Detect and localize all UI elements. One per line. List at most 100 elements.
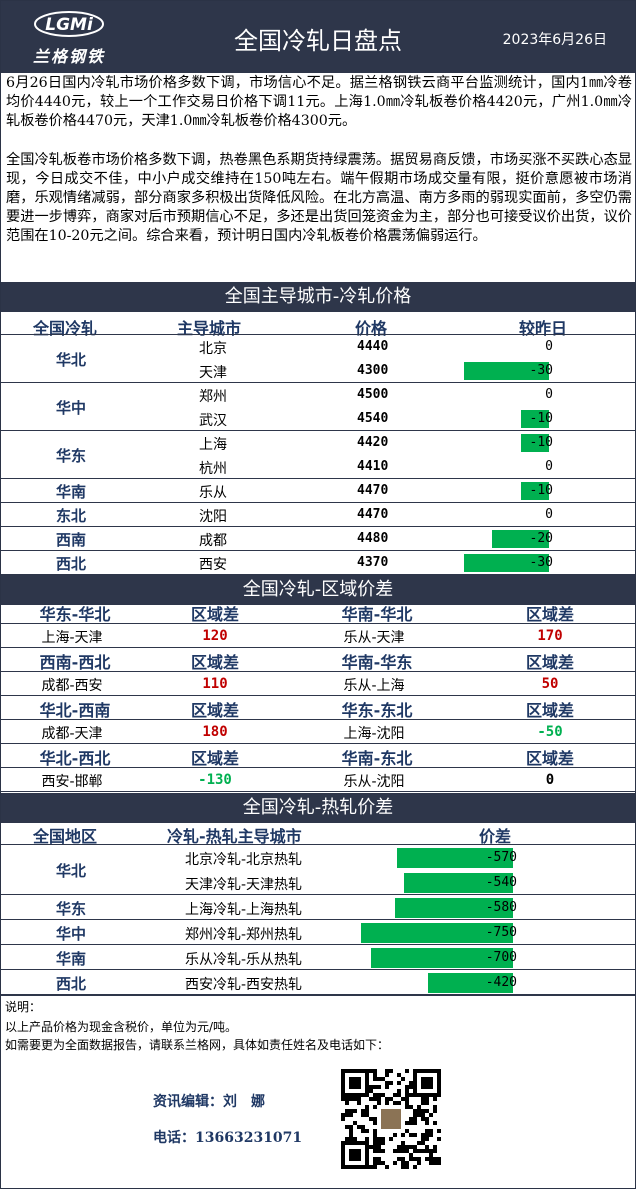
diff-value: -540 xyxy=(485,875,517,890)
divider xyxy=(1,502,635,503)
city-name: 天津 xyxy=(199,365,227,381)
diff-head-right: 华东-东北 xyxy=(341,701,413,720)
diff-value-right: -50 xyxy=(537,724,563,740)
diff-head-left: 华北-西南 xyxy=(39,701,111,720)
diff-pair-right: 乐从-上海 xyxy=(343,678,405,694)
divider xyxy=(1,969,635,970)
change-bar xyxy=(464,554,549,572)
change-value: 0 xyxy=(545,387,553,402)
price-value: 4440 xyxy=(357,339,389,354)
region-label: 华东 xyxy=(55,447,86,465)
change-bar xyxy=(520,434,549,452)
diff-bar xyxy=(371,948,513,968)
price-value: 4500 xyxy=(357,387,389,402)
region-label: 东北 xyxy=(55,507,86,525)
diff-head-left: 华东-华北 xyxy=(39,605,111,624)
diff-label-right: 区域差 xyxy=(525,701,574,720)
diff-value-left: -130 xyxy=(198,772,232,788)
divider xyxy=(1,334,635,335)
divider xyxy=(1,647,635,648)
pair-name: 北京冷轧-北京热轧 xyxy=(185,852,303,868)
diff-label-left: 区域差 xyxy=(190,701,239,720)
notes-label: 说明： xyxy=(5,1000,42,1014)
region-label: 华中 xyxy=(55,924,86,943)
hc-head-diff: 价差 xyxy=(479,827,512,846)
diff-head-right: 华南-东北 xyxy=(341,749,413,768)
logo-text: 兰格钢铁 xyxy=(33,47,106,66)
logo-mark-icon: LGMi xyxy=(34,11,104,37)
col-head-region: 全国冷轧 xyxy=(33,319,98,338)
divider xyxy=(1,550,635,551)
region-label: 华中 xyxy=(55,399,86,417)
region-label: 华东 xyxy=(55,899,86,918)
city-name: 郑州 xyxy=(199,389,227,405)
diff-bar xyxy=(403,873,513,893)
hc-head-pair: 冷轧-热轧主导城市 xyxy=(167,827,302,846)
hot-cold-title: 全国冷轧-热轧价差 xyxy=(1,793,635,823)
price-value: 4420 xyxy=(357,435,389,450)
region-label: 西北 xyxy=(55,974,86,993)
diff-head-right: 华南-华东 xyxy=(341,653,413,672)
change-value: -20 xyxy=(529,531,553,546)
change-bar xyxy=(492,530,549,548)
diff-pair-left: 西安-邯郸 xyxy=(41,774,103,790)
diff-pair-left: 成都-西安 xyxy=(41,678,103,694)
region-label: 华北 xyxy=(55,862,86,880)
editor-phone: 电话：13663231071 xyxy=(153,1130,303,1146)
diff-pair-right: 乐从-沈阳 xyxy=(343,774,405,790)
diff-head-left: 西南-西北 xyxy=(39,653,111,672)
diff-head-right: 华南-华北 xyxy=(341,605,413,624)
divider xyxy=(1,944,635,945)
diff-value-right: 0 xyxy=(545,772,555,788)
diff-label-left: 区域差 xyxy=(190,653,239,672)
diff-value-right: 50 xyxy=(541,676,559,692)
diff-bar xyxy=(397,848,513,868)
diff-label-left: 区域差 xyxy=(190,749,239,768)
change-value: -10 xyxy=(529,411,553,426)
diff-label-right: 区域差 xyxy=(525,749,574,768)
city-name: 上海 xyxy=(199,437,227,453)
pair-name: 上海冷轧-上海热轧 xyxy=(185,902,303,918)
price-value: 4410 xyxy=(357,459,389,474)
notes-unit: 以上产品价格为现金含税价，单位为元/吨。 xyxy=(5,1020,238,1034)
divider xyxy=(1,994,635,995)
divider xyxy=(1,767,635,768)
header-bar: LGMi 兰格钢铁 全国冷轧日盘点 2023年6月26日 xyxy=(1,1,635,73)
change-value: -10 xyxy=(529,435,553,450)
price-value: 4300 xyxy=(357,363,389,378)
region-label: 西北 xyxy=(55,555,86,573)
diff-pair-right: 上海-沈阳 xyxy=(343,726,405,742)
divider xyxy=(1,894,635,895)
divider xyxy=(1,382,635,383)
change-value: -30 xyxy=(529,363,553,378)
change-bar xyxy=(520,410,549,428)
city-name: 乐从 xyxy=(199,485,227,501)
intro-paragraph-2: 全国冷轧板卷市场价格多数下调，热卷黑色系期货持绿震荡。据贸易商反馈，市场买涨不买… xyxy=(6,152,632,244)
diff-value-left: 120 xyxy=(202,628,228,644)
divider xyxy=(1,743,635,744)
change-value: 0 xyxy=(545,507,553,522)
divider xyxy=(1,574,635,575)
region-label: 西南 xyxy=(55,531,86,549)
pair-name: 西安冷轧-西安热轧 xyxy=(185,977,303,993)
price-value: 4540 xyxy=(357,411,389,426)
editor-name: 资讯编辑：刘 娜 xyxy=(153,1094,265,1110)
col-head-change: 较昨日 xyxy=(519,319,568,338)
diff-bar xyxy=(427,973,513,993)
diff-value: -580 xyxy=(485,900,517,915)
diff-head-left: 华北-西北 xyxy=(39,749,111,768)
divider xyxy=(1,995,635,996)
diff-value: -700 xyxy=(485,950,517,965)
lange-logo: LGMi 兰格钢铁 xyxy=(33,9,105,67)
divider xyxy=(1,430,635,431)
change-value: 0 xyxy=(545,339,553,354)
qr-code-icon[interactable] xyxy=(341,1069,441,1169)
price-value: 4480 xyxy=(357,531,389,546)
city-name: 西安 xyxy=(199,557,227,573)
diff-pair-left: 上海-天津 xyxy=(41,630,103,646)
region-label: 华北 xyxy=(55,351,86,369)
region-diff-title: 全国冷轧-区域价差 xyxy=(1,575,635,605)
divider xyxy=(1,919,635,920)
change-bar xyxy=(464,362,549,380)
